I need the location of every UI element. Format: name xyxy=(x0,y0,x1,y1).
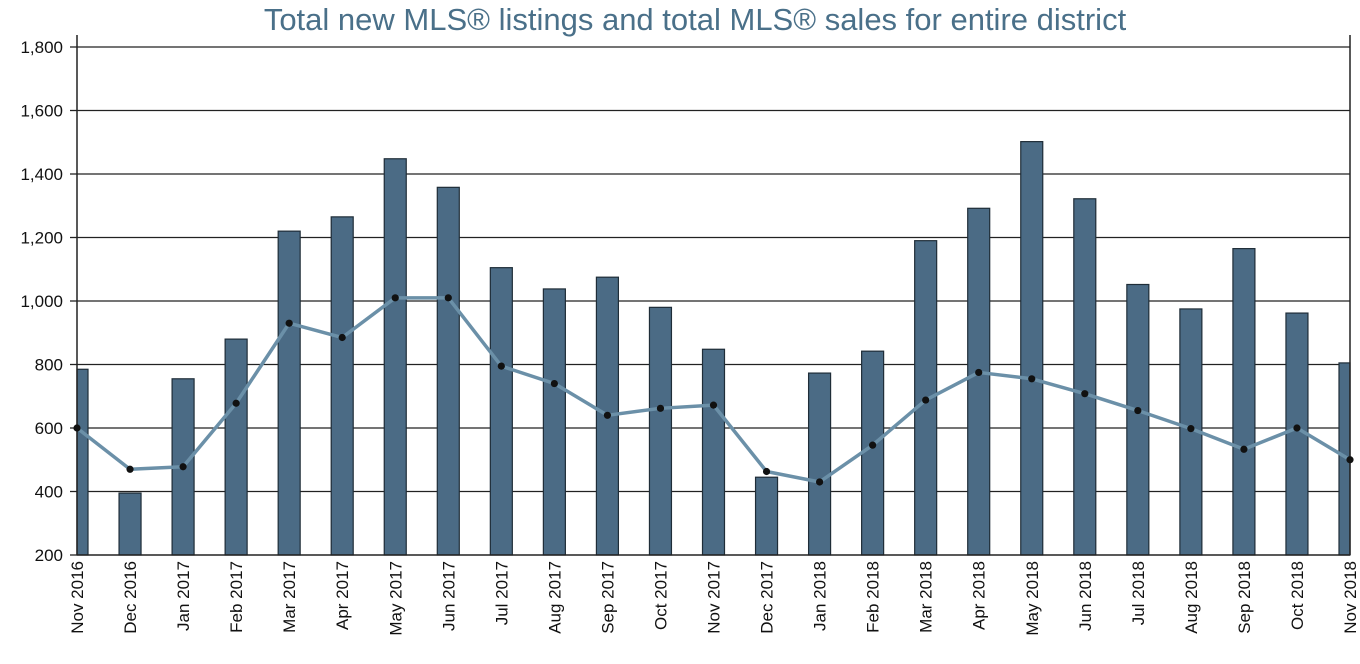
listings-bar xyxy=(330,216,354,556)
x-tick-label: Oct 2017 xyxy=(651,561,670,630)
x-tick-label: Jul 2017 xyxy=(492,561,511,625)
sales-point xyxy=(1187,425,1195,433)
listings-bar xyxy=(542,288,566,556)
x-tick-label: Nov 2017 xyxy=(705,561,724,634)
x-tick-label: Mar 2017 xyxy=(280,561,299,633)
sales-point xyxy=(922,396,930,404)
sales-point xyxy=(179,463,187,471)
x-tick-label: May 2018 xyxy=(1023,561,1042,636)
sales-point xyxy=(762,467,771,476)
listings-bar xyxy=(76,368,89,556)
listings-bar xyxy=(807,372,832,556)
y-tick-label: 1,400 xyxy=(20,165,63,184)
sales-point xyxy=(391,294,399,302)
x-tick-label: Dec 2017 xyxy=(758,561,777,634)
y-tick-label: 1,000 xyxy=(20,292,63,311)
listings-bar xyxy=(967,207,991,556)
listings-bar xyxy=(861,350,885,556)
sales-point xyxy=(1081,390,1089,398)
sales-line-series xyxy=(73,294,1354,486)
sales-point xyxy=(1028,375,1036,383)
listings-bar xyxy=(118,492,142,556)
x-tick-label: Feb 2018 xyxy=(864,561,883,633)
sales-point xyxy=(1134,406,1142,415)
x-tick-label: Oct 2018 xyxy=(1288,561,1307,630)
listings-bar xyxy=(383,158,407,556)
x-tick-label: Nov 2018 xyxy=(1341,561,1360,634)
x-tick-label: Jul 2018 xyxy=(1129,561,1148,625)
listings-bar xyxy=(436,186,460,556)
x-tick-label: Jun 2018 xyxy=(1076,561,1095,631)
axes xyxy=(70,35,1351,556)
listings-bar xyxy=(1073,198,1097,556)
x-tick-label: Apr 2018 xyxy=(970,561,989,630)
listings-bar xyxy=(224,338,248,556)
sales-point xyxy=(869,441,877,449)
sales-point xyxy=(709,401,718,409)
chart-title: Total new MLS® listings and total MLS® s… xyxy=(263,2,1127,37)
x-tick-label: Aug 2017 xyxy=(545,561,564,634)
listings-bar xyxy=(1232,248,1256,556)
x-tick-label: Feb 2017 xyxy=(227,561,246,633)
x-tick-label: Jan 2017 xyxy=(174,561,193,631)
sales-point xyxy=(975,368,983,377)
y-tick-label: 1,800 xyxy=(20,38,63,57)
sales-point xyxy=(444,294,452,302)
sales-point xyxy=(815,478,824,486)
y-tick-label: 1,600 xyxy=(20,102,63,121)
y-tick-label: 200 xyxy=(35,546,63,565)
x-tick-label: Dec 2016 xyxy=(121,561,140,634)
x-tick-label: Sep 2018 xyxy=(1235,561,1254,634)
listings-bar xyxy=(489,267,513,556)
listings-bars xyxy=(76,141,1351,556)
sales-point xyxy=(603,411,612,419)
sales-point xyxy=(1240,445,1248,453)
x-tick-label: Sep 2017 xyxy=(598,561,617,634)
sales-point xyxy=(232,399,240,407)
listings-bar xyxy=(1020,141,1044,556)
listings-bar xyxy=(701,348,726,556)
sales-point xyxy=(497,362,505,370)
sales-point xyxy=(126,465,134,473)
x-tick-label: Apr 2017 xyxy=(333,561,352,630)
sales-point xyxy=(550,379,558,388)
sales-point xyxy=(1346,456,1354,464)
listings-bar xyxy=(277,230,301,556)
listings-bar xyxy=(754,476,779,556)
sales-point xyxy=(656,404,665,412)
y-tick-label: 800 xyxy=(35,356,63,375)
y-tick-label: 400 xyxy=(35,483,63,502)
x-tick-labels: Nov 2016 Dec 2016 Jan 2017 Feb 2017 Mar 2017… xyxy=(68,561,1360,636)
x-tick-label: Nov 2016 xyxy=(68,561,87,634)
x-tick-label: Mar 2018 xyxy=(917,561,936,633)
x-tick-label: Jan 2018 xyxy=(811,561,830,631)
sales-point xyxy=(338,333,346,342)
listings-bar xyxy=(1126,283,1150,556)
y-tick-label: 1,200 xyxy=(20,229,63,248)
y-tick-labels: 200 400 600 800 1,000 1,200 1,400 1,600 1,800 xyxy=(20,38,63,565)
sales-point xyxy=(285,319,293,327)
sales-point xyxy=(1293,424,1301,432)
y-tick-label: 600 xyxy=(35,419,63,438)
listings-bar xyxy=(648,306,673,556)
x-tick-label: Jun 2017 xyxy=(439,561,458,631)
x-tick-label: Aug 2018 xyxy=(1182,561,1201,634)
sales-point xyxy=(73,424,81,432)
x-tick-label: May 2017 xyxy=(386,561,405,636)
